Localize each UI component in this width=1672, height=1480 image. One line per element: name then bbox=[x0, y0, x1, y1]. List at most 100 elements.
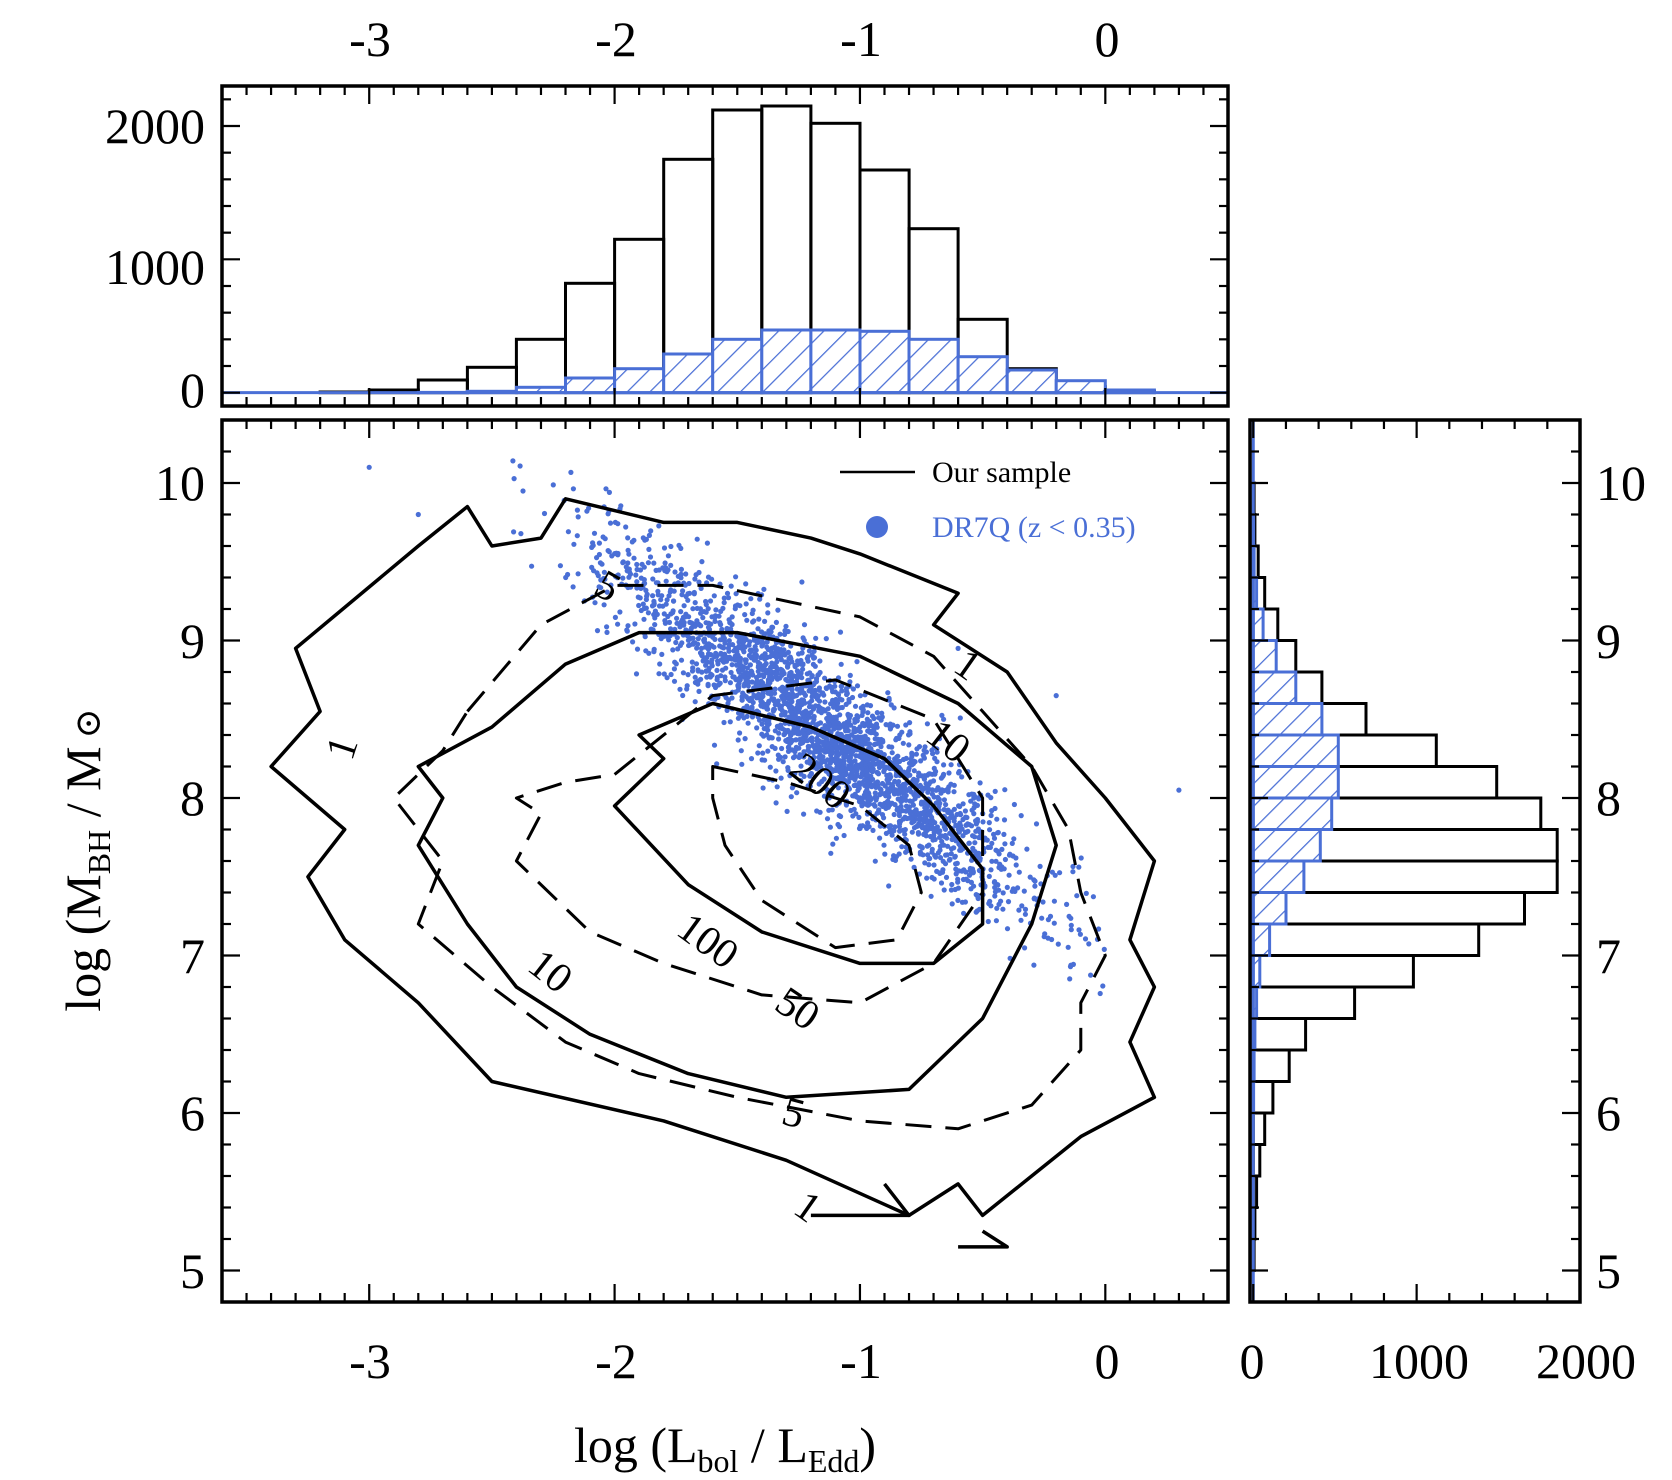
main-y-tick-label: 8 bbox=[180, 770, 205, 826]
scatter-point bbox=[749, 610, 755, 617]
contour-level-50 bbox=[514, 678, 985, 1005]
scatter-point bbox=[951, 818, 957, 824]
scatter-point bbox=[672, 569, 678, 575]
scatter-point bbox=[839, 749, 845, 755]
scatter-point bbox=[1074, 893, 1080, 899]
right-x-tick-labels: 0 1000 2000 bbox=[1240, 1333, 1637, 1389]
scatter-point bbox=[764, 644, 770, 650]
scatter-point bbox=[911, 777, 917, 783]
scatter-point bbox=[995, 829, 1001, 836]
scatter-point bbox=[694, 536, 700, 542]
scatter-point bbox=[1045, 935, 1051, 941]
scatter-point bbox=[911, 758, 917, 764]
scatter-point bbox=[646, 532, 653, 539]
scatter-point bbox=[1013, 862, 1019, 868]
scatter-point bbox=[764, 639, 770, 645]
right-bar-our-sample bbox=[1251, 1111, 1267, 1146]
scatter-point bbox=[920, 824, 926, 830]
scatter-point bbox=[814, 766, 820, 772]
scatter-point bbox=[678, 657, 685, 663]
scatter-point bbox=[854, 683, 861, 689]
scatter-point bbox=[792, 771, 798, 777]
scatter-point bbox=[775, 698, 781, 704]
scatter-point bbox=[778, 657, 784, 663]
scatter-point bbox=[722, 678, 728, 684]
scatter-point bbox=[871, 741, 878, 748]
scatter-point bbox=[966, 822, 973, 828]
scatter-point bbox=[1001, 817, 1008, 823]
right-bar-our-sample bbox=[1251, 891, 1527, 926]
scatter-point bbox=[969, 791, 975, 797]
scatter-point bbox=[943, 874, 950, 881]
scatter-point bbox=[704, 540, 711, 546]
scatter-point bbox=[653, 567, 659, 574]
scatter-point bbox=[772, 702, 778, 708]
scatter-point bbox=[623, 564, 629, 570]
scatter-point bbox=[762, 654, 768, 661]
scatter-point bbox=[844, 784, 850, 790]
scatter-point bbox=[835, 821, 841, 828]
scatter-point bbox=[626, 569, 633, 575]
scatter-point bbox=[811, 716, 817, 723]
scatter-point bbox=[645, 560, 652, 566]
scatter-point bbox=[1039, 915, 1045, 921]
scatter-point bbox=[685, 637, 692, 643]
scatter-point bbox=[870, 723, 876, 730]
contour-level-200 bbox=[711, 765, 923, 950]
scatter-point bbox=[973, 828, 979, 834]
scatter-point bbox=[987, 898, 993, 904]
scatter-point bbox=[946, 770, 952, 776]
scatter-point bbox=[817, 658, 823, 664]
scatter-point bbox=[872, 858, 878, 864]
scatter-point bbox=[972, 840, 978, 846]
scatter-point bbox=[742, 612, 748, 618]
scatter-point bbox=[847, 755, 853, 762]
scatter-point bbox=[880, 737, 886, 744]
scatter-point bbox=[661, 545, 668, 551]
scatter-point bbox=[668, 562, 674, 569]
scatter-point bbox=[912, 808, 918, 814]
scatter-point bbox=[931, 876, 937, 882]
scatter-point bbox=[699, 559, 705, 565]
scatter-point bbox=[938, 880, 945, 886]
scatter-point bbox=[901, 796, 907, 802]
scatter-point bbox=[786, 655, 792, 661]
scatter-point bbox=[774, 723, 781, 730]
right-histogram-panel: 0 1000 2000 5 6 7 8 9 10 bbox=[1240, 418, 1646, 1389]
scatter-point bbox=[784, 808, 790, 815]
scatter-point bbox=[629, 539, 635, 545]
scatter-point bbox=[971, 795, 977, 801]
scatter-point bbox=[783, 738, 789, 744]
scatter-point bbox=[680, 670, 687, 676]
scatter-point bbox=[887, 721, 894, 727]
scatter-point bbox=[863, 741, 869, 747]
scatter-point bbox=[852, 703, 859, 709]
scatter-point bbox=[714, 677, 720, 683]
scatter-point bbox=[541, 510, 548, 517]
scatter-point bbox=[847, 749, 853, 755]
scatter-point bbox=[652, 622, 658, 628]
scatter-point bbox=[1032, 878, 1038, 884]
scatter-point bbox=[702, 656, 708, 662]
scatter-point bbox=[847, 672, 853, 679]
scatter-point bbox=[794, 692, 800, 699]
scatter-point bbox=[666, 619, 673, 626]
scatter-point bbox=[846, 779, 852, 785]
scatter-point bbox=[787, 708, 793, 714]
top-bar-dr7q bbox=[1054, 379, 1107, 395]
scatter-point bbox=[656, 671, 662, 677]
scatter-point bbox=[1037, 863, 1043, 870]
scatter-point bbox=[836, 800, 842, 806]
scatter-point bbox=[759, 643, 765, 649]
scatter-point bbox=[837, 696, 843, 702]
scatter-point bbox=[813, 676, 820, 682]
scatter-point bbox=[941, 762, 947, 768]
y-axis-title: log (MBH / M⊙ bbox=[55, 708, 117, 1011]
scatter-point bbox=[570, 486, 577, 492]
scatter-point bbox=[670, 608, 676, 614]
contour-level-5 bbox=[392, 583, 1107, 1131]
scatter-point bbox=[698, 585, 704, 592]
scatter-point bbox=[829, 684, 835, 690]
right-bar-our-sample bbox=[1251, 1080, 1275, 1115]
right-bar-dr7q bbox=[1251, 859, 1306, 894]
